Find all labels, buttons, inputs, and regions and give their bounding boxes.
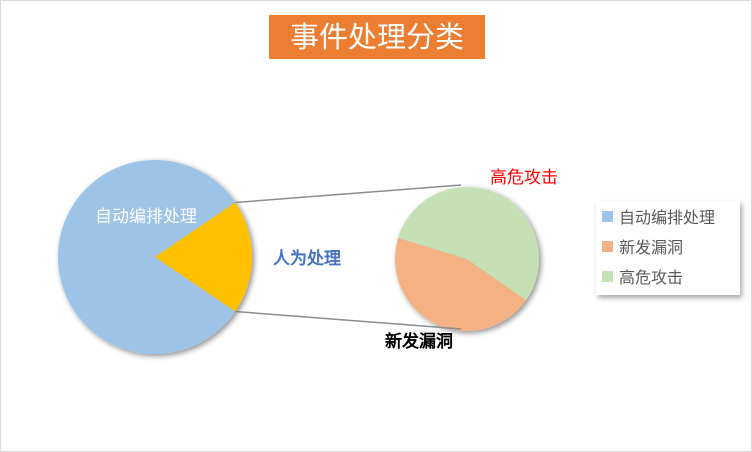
legend-swatch — [602, 270, 613, 282]
slice-auto — [57, 159, 236, 354]
slice-attack — [398, 187, 539, 301]
legend-label: 高危攻击 — [619, 268, 684, 287]
legend-item-auto: 自动编排处理 — [596, 201, 740, 231]
slice-vuln — [394, 237, 526, 332]
label-attack: 高危攻击 — [490, 168, 558, 188]
legend-label: 新发漏洞 — [619, 238, 684, 257]
connector-line-bottom — [235, 310, 462, 330]
slice-manual — [155, 202, 253, 312]
legend-swatch — [602, 240, 613, 252]
legend-item-attack: 高危攻击 — [596, 261, 740, 291]
connector-line-top — [235, 184, 462, 204]
legend-item-vuln: 新发漏洞 — [596, 231, 740, 261]
chart-title: 事件处理分类 — [269, 15, 485, 59]
label-vuln: 新发漏洞 — [385, 331, 453, 352]
label-manual: 人为处理 — [273, 248, 341, 269]
legend: 自动编排处理 新发漏洞 高危攻击 — [596, 201, 740, 295]
legend-swatch — [602, 210, 613, 222]
legend-label: 自动编排处理 — [619, 208, 716, 227]
label-auto: 自动编排处理 — [95, 207, 197, 227]
